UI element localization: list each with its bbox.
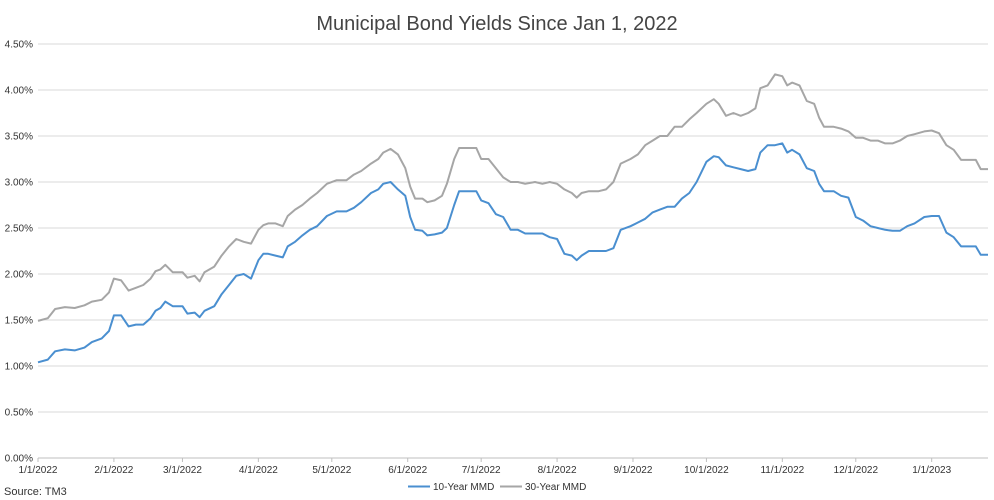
gridlines — [38, 43, 988, 413]
legend-label-30-year: 30-Year MMD — [525, 482, 586, 493]
series-line-30-year — [37, 73, 988, 322]
y-axis: 0.00% 0.50% 1.00% 1.50% 2.00% 2.50% 3.00% 3.50%… — [5, 40, 33, 465]
y-tick-label: 2.50% — [5, 224, 33, 235]
x-tick-label: 5/1/2022 — [312, 465, 351, 476]
x-tick-label: 8/1/2022 — [538, 465, 577, 476]
y-tick-label: 1.00% — [5, 362, 33, 373]
x-tick-label: 9/1/2022 — [614, 465, 653, 476]
y-tick-label: 0.50% — [5, 408, 33, 419]
y-tick-label: 0.00% — [5, 454, 33, 465]
source-note: Source: TM3 — [4, 486, 67, 498]
x-tick-label: 7/1/2022 — [462, 465, 501, 476]
x-tick-label: 12/1/2022 — [834, 465, 879, 476]
x-axis: 1/1/2022 2/1/2022 3/1/2022 4/1/2022 5/1/2022… — [19, 458, 952, 476]
plot-area — [37, 73, 988, 364]
y-tick-label: 1.50% — [5, 316, 33, 327]
legend: 10-Year MMD 30-Year MMD — [408, 482, 586, 493]
x-tick-label: 11/1/2022 — [760, 465, 804, 476]
x-tick-label: 10/1/2022 — [684, 465, 729, 476]
series-line-10-year — [37, 142, 988, 364]
x-tick-label: 4/1/2022 — [239, 465, 278, 476]
y-tick-label: 4.00% — [5, 86, 33, 97]
chart-title: Municipal Bond Yields Since Jan 1, 2022 — [316, 13, 677, 35]
x-tick-label: 3/1/2022 — [163, 465, 202, 476]
y-tick-label: 4.50% — [5, 40, 33, 51]
y-tick-label: 3.50% — [5, 132, 33, 143]
x-tick-label: 1/1/2022 — [19, 465, 58, 476]
x-tick-label: 2/1/2022 — [94, 465, 133, 476]
y-tick-label: 2.00% — [5, 270, 33, 281]
x-tick-label: 6/1/2022 — [388, 465, 427, 476]
legend-label-10-year: 10-Year MMD — [433, 482, 494, 493]
y-tick-label: 3.00% — [5, 178, 33, 189]
x-tick-label: 1/1/2023 — [912, 465, 951, 476]
